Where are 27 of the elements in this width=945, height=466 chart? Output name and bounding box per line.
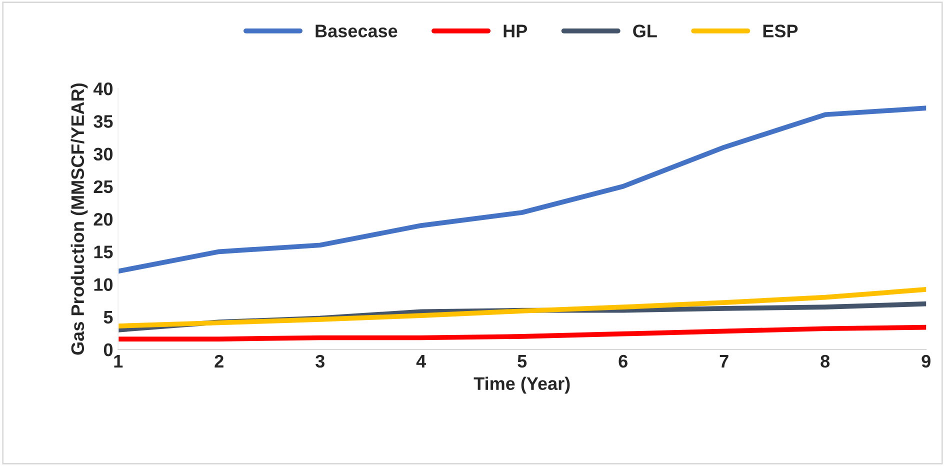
x-axis-title: Time (Year) [474,376,570,394]
legend-label: HP [504,24,528,38]
y-tick-label: 35 [94,115,113,128]
x-tick-label: 1 [114,355,123,368]
x-tick-label: 8 [820,354,830,368]
legend-label: Basecase [316,24,398,38]
line-series [118,106,926,274]
y-tick-label: 10 [94,278,113,291]
x-tick-label: 7 [720,355,728,368]
x-tick-label: 2 [214,354,224,368]
line-series [118,324,926,342]
x-tick-label: 3 [316,354,324,368]
y-axis-title: Gas Production (MMSCF/YEAR) [70,83,88,355]
x-tick-label: 4 [416,355,426,368]
legend-label: ESP [763,24,798,38]
y-tick-label: 0 [104,343,113,356]
line-series [118,287,926,328]
x-tick-label: 6 [618,354,628,368]
y-tick-label: 5 [104,311,113,324]
x-tick-label: 5 [518,355,527,368]
legend-label: GL [633,24,657,38]
y-tick-label: 20 [94,212,113,226]
y-tick-label: 40 [93,82,113,96]
y-tick-label: 30 [94,148,113,161]
x-tick-label: 9 [922,354,930,368]
y-tick-label: 15 [94,246,113,258]
y-tick-label: 25 [94,180,113,194]
